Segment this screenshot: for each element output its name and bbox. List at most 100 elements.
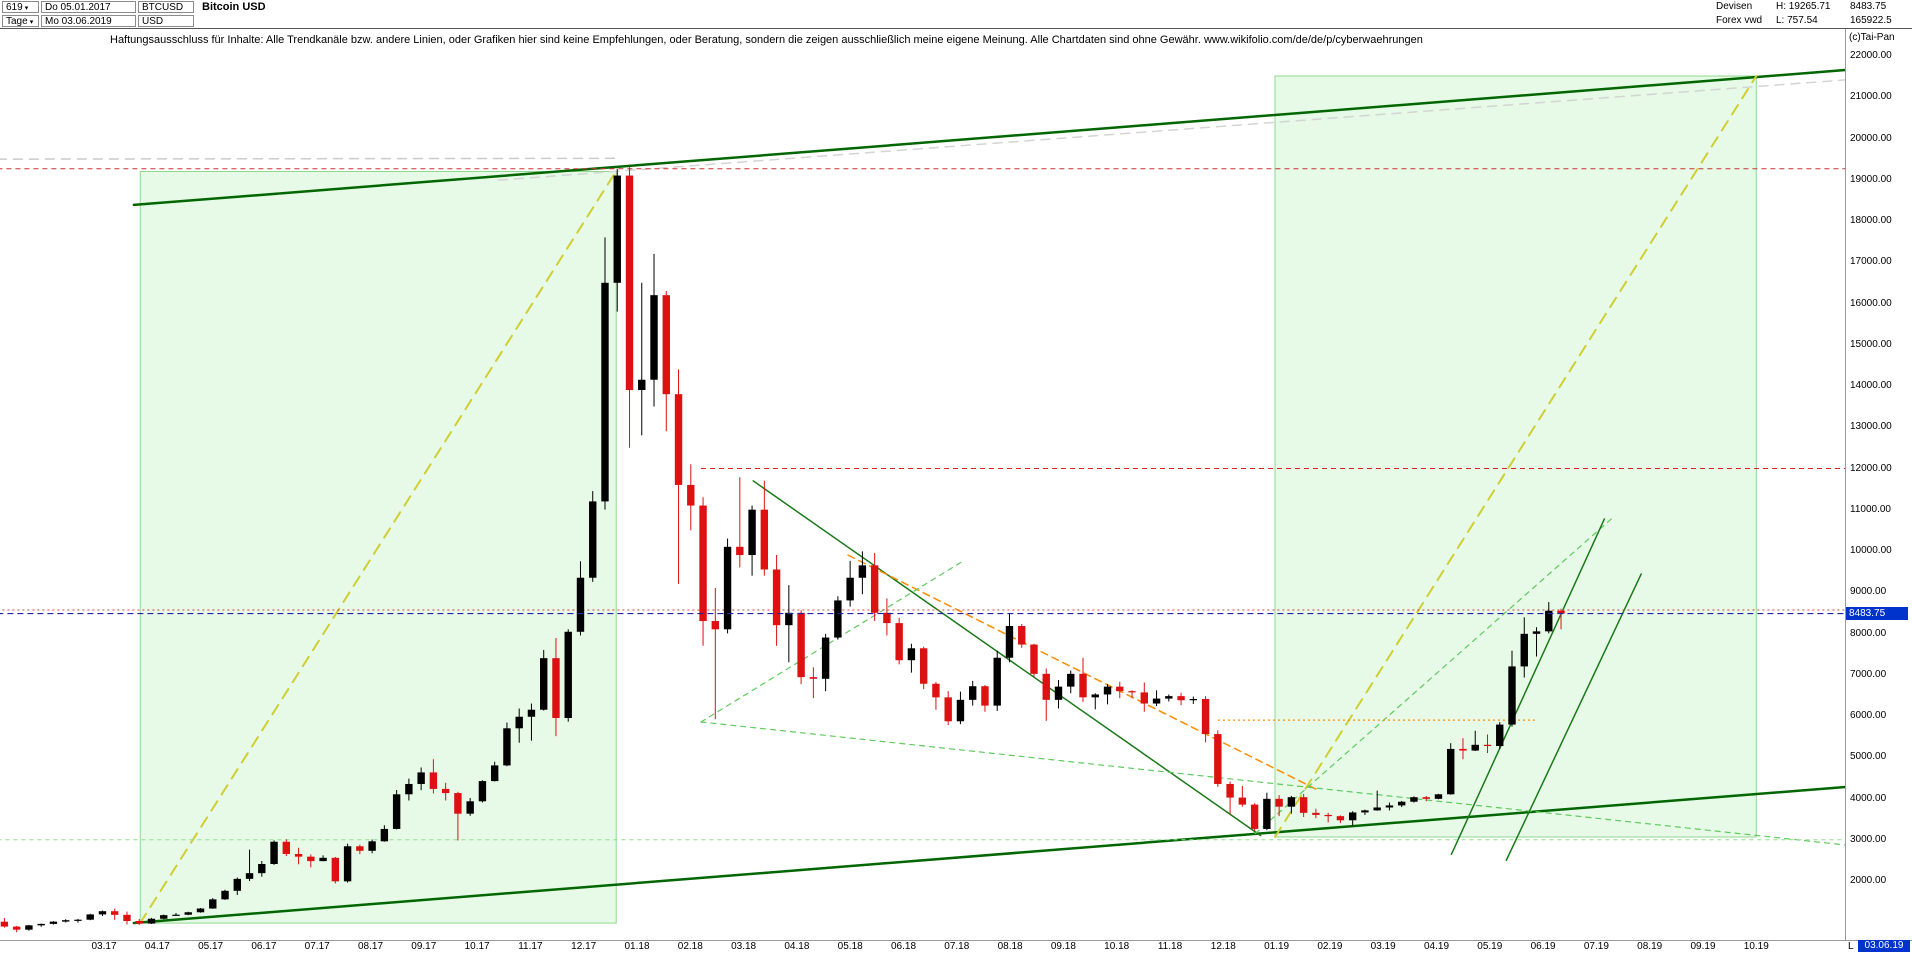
candle-body — [1447, 748, 1455, 795]
candle-body — [111, 911, 119, 915]
x-axis-label: 06.18 — [890, 941, 917, 952]
candle-body — [37, 923, 45, 926]
start-date-field[interactable]: Do 05.01.2017 — [41, 1, 136, 13]
x-axis-label: 03.19 — [1370, 941, 1396, 952]
x-axis-label: 05.17 — [198, 941, 224, 952]
candle-body — [1054, 686, 1063, 700]
x-axis-label: 10.17 — [464, 941, 490, 952]
candle-body — [821, 637, 830, 679]
candle-body — [515, 716, 523, 729]
green-dashed-long-decline — [700, 721, 1846, 846]
candle-body — [1005, 625, 1014, 658]
currency-field[interactable]: USD — [138, 15, 194, 27]
candle-body — [368, 841, 376, 851]
candle-body — [1287, 797, 1296, 807]
y-axis-label: 6000.00 — [1850, 710, 1887, 721]
y-axis-label: 22000.00 — [1850, 50, 1892, 61]
x-axis-label: 12.17 — [571, 941, 597, 952]
y-axis-label: 14000.00 — [1850, 380, 1892, 391]
candle-body — [907, 648, 916, 661]
period-low-label: L: 757.54 — [1776, 15, 1818, 26]
bar-count-dropdown[interactable]: 619 ▾ — [2, 1, 39, 13]
y-axis-label: 2000.00 — [1850, 875, 1887, 886]
candle-body — [846, 577, 854, 601]
x-axis-label: 04.19 — [1423, 941, 1450, 952]
candle-body — [160, 915, 168, 919]
candle-body — [1201, 699, 1210, 735]
candle-body — [380, 828, 389, 842]
date-axis[interactable]: 03.17 04.17 05.17 06.17 07.17 08.17 09.17 10.17… — [0, 940, 1912, 953]
x-axis-label: 09.19 — [1690, 941, 1716, 952]
candle-body — [1385, 805, 1394, 808]
candle-body — [49, 921, 58, 924]
candle-body — [1263, 798, 1271, 829]
source-label: Forex vwd — [1716, 15, 1763, 26]
x-axis-label: 03.18 — [731, 941, 757, 952]
candle-body — [883, 612, 891, 624]
gray-projection-line-1 — [0, 157, 617, 160]
period-mode-dropdown[interactable]: Tage ▾ — [2, 15, 39, 27]
candle-body — [956, 699, 965, 722]
candle-body — [1508, 666, 1516, 725]
candle-body — [25, 925, 33, 930]
candle-body — [209, 899, 217, 909]
current-price-tag: 8483.75 — [1846, 607, 1908, 620]
candle-body — [981, 686, 989, 706]
candle-body — [86, 914, 94, 920]
candle-body — [895, 623, 903, 661]
price-axis[interactable]: 22000.00 21000.00 20000.00 19000.00 18000.00… — [1846, 28, 1912, 940]
candle-body — [405, 783, 413, 795]
x-axis-label: 06.19 — [1530, 941, 1556, 952]
candle-body — [1422, 797, 1430, 799]
y-axis-label: 17000.00 — [1850, 256, 1892, 268]
x-axis-label: 09.18 — [1050, 941, 1076, 952]
candle-body — [1128, 691, 1136, 693]
y-axis-label: 18000.00 — [1850, 215, 1892, 226]
candle-body — [1152, 698, 1161, 704]
candle-body — [748, 509, 756, 556]
x-axis-label: 01.19 — [1264, 941, 1290, 952]
candle-body — [356, 846, 364, 851]
price-axis-separator — [1845, 28, 1846, 940]
gray-projection-line-2 — [497, 79, 1847, 181]
candle-body — [625, 175, 634, 391]
candle-body — [1018, 625, 1026, 645]
candle-body — [1361, 810, 1369, 813]
y-axis-label: 19000.00 — [1850, 173, 1892, 185]
candle-body — [61, 920, 70, 922]
x-axis-label: 10.18 — [1104, 941, 1130, 952]
candle-body — [490, 765, 499, 782]
y-axis-label: 12000.00 — [1850, 462, 1892, 474]
candle-body — [294, 853, 303, 857]
candle-body — [1410, 797, 1418, 802]
y-axis-label: 11000.00 — [1850, 503, 1891, 515]
chevron-down-icon: ▾ — [29, 19, 34, 26]
lower-channel-line — [132, 785, 1847, 925]
candle-body — [343, 846, 352, 882]
candle-body — [1275, 798, 1283, 807]
candle-body — [1214, 734, 1222, 784]
candle-body — [870, 565, 879, 613]
candle-body — [932, 683, 940, 698]
symbol-field[interactable]: BTCUSD — [138, 1, 194, 13]
candle-body — [1299, 797, 1308, 813]
steep-channel-line-2 — [1505, 573, 1642, 862]
x-axis-label: 07.17 — [304, 941, 330, 952]
upper-channel-line — [132, 68, 1847, 207]
candle-body — [552, 658, 560, 718]
period-high-label: H: 19265.71 — [1776, 1, 1831, 12]
candle-body — [711, 621, 720, 630]
candle-body — [1336, 816, 1345, 821]
chart-title: Bitcoin USD — [202, 1, 266, 13]
candle-body — [785, 612, 793, 626]
chevron-down-icon: ▾ — [24, 5, 29, 12]
x-axis-label: 04.17 — [144, 941, 170, 952]
end-date-field[interactable]: Mo 03.06.2019 — [41, 15, 136, 27]
green-dashed-2019-rise — [1254, 517, 1613, 835]
candle-body — [1483, 744, 1492, 747]
y-axis-label: 13000.00 — [1850, 421, 1892, 433]
y-axis-label: 3000.00 — [1850, 833, 1887, 845]
x-axis-label: 02.18 — [677, 941, 703, 952]
